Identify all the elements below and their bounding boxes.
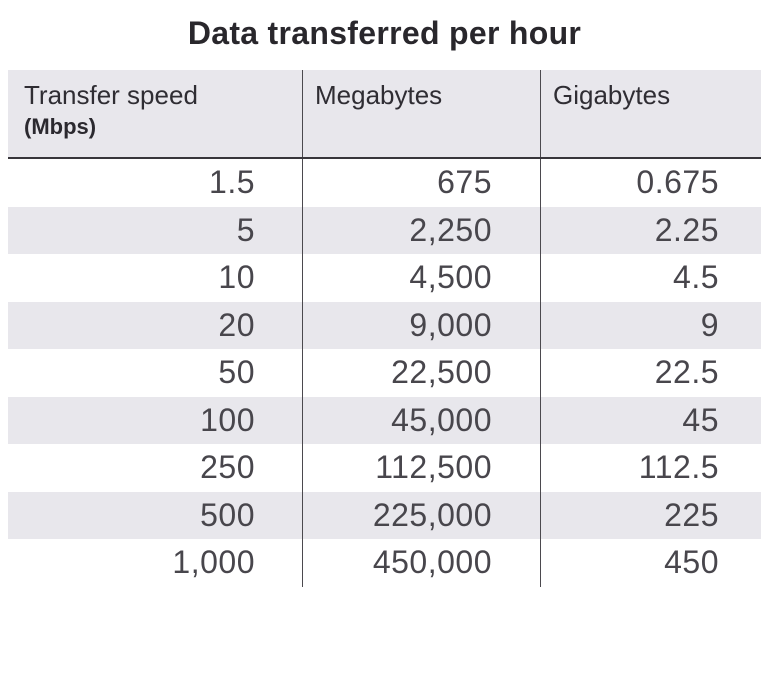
header-megabytes: Megabytes [302,70,540,157]
header-transfer-speed: Transfer speed (Mbps) [8,70,302,157]
table-cell: 45,000 [302,396,540,444]
table-cell: 22.5 [540,349,761,397]
table-row: 500 225,000 225 [8,491,761,539]
table-cell: 4,500 [302,254,540,302]
header-transfer-speed-label: Transfer speed [24,80,198,110]
table-cell: 225 [540,491,761,539]
table-cell: 250 [200,449,255,486]
table-row: 250 112,500 112.5 [8,444,761,492]
table-cell: 9 [540,301,761,349]
table-cell: 450,000 [302,539,540,587]
table-cell: 20 [218,306,255,343]
table-cell: 1.5 [209,164,255,201]
table-row: 1.5 675 0.675 [8,159,761,207]
table-cell: 100 [200,401,255,438]
data-table: Transfer speed (Mbps) Megabytes Gigabyte… [8,70,761,587]
table-cell: 112,500 [302,444,540,492]
table-cell: 9,000 [302,301,540,349]
table-cell: 10 [218,259,255,296]
table-row: 1,000 450,000 450 [8,539,761,587]
table-cell: 5 [236,211,255,248]
table-cell: 2,250 [302,206,540,254]
table-row: 20 9,000 9 [8,301,761,349]
footer: SPEEDTEST ® OOKLA [0,638,769,698]
table-cell: 112.5 [540,444,761,492]
table-cell: 1,000 [172,544,255,581]
table-cell: 45 [540,396,761,444]
table-body: 1.5 675 0.675 5 2,250 2.25 10 4,500 4.5 20 9,000 9 5… [8,159,761,587]
table-row: 5 2,250 2.25 [8,206,761,254]
header-gigabytes: Gigabytes [540,70,761,157]
table-row: 50 22,500 22.5 [8,349,761,397]
header-transfer-speed-unit: (Mbps) [24,113,97,139]
table-cell: 4.5 [540,254,761,302]
table-cell: 675 [302,159,540,207]
table-cell: 500 [200,496,255,533]
table-cell: 0.675 [540,159,761,207]
table-header-row: Transfer speed (Mbps) Megabytes Gigabyte… [8,70,761,159]
table-cell: 22,500 [302,349,540,397]
page-title: Data transferred per hour [187,15,582,51]
table-cell: 450 [540,539,761,587]
table-cell: 50 [218,354,255,391]
table-cell: 2.25 [540,206,761,254]
table-row: 100 45,000 45 [8,396,761,444]
table-row: 10 4,500 4.5 [8,254,761,302]
table-cell: 225,000 [302,491,540,539]
